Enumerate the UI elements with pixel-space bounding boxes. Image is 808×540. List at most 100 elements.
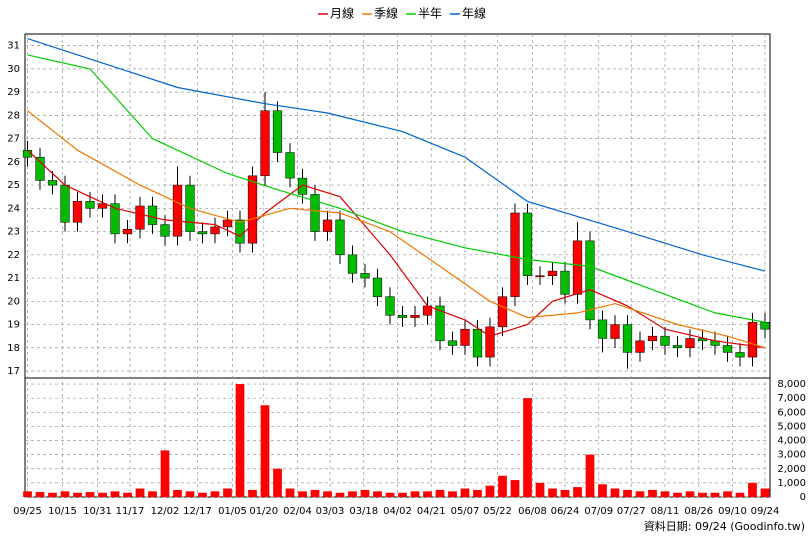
volume-bar <box>310 489 320 497</box>
volume-bar <box>273 468 282 497</box>
y-tick-label: 28 <box>7 110 20 121</box>
candle-body <box>247 175 258 244</box>
volume-bar <box>160 450 170 497</box>
candle-body <box>610 324 620 339</box>
volume-bar <box>223 488 232 497</box>
volume-bar <box>323 491 332 497</box>
candle-body <box>535 275 545 277</box>
x-tick-label: 09/24 <box>751 506 780 517</box>
volume-bar <box>623 489 632 497</box>
x-tick-label: 03/18 <box>349 506 378 517</box>
x-tick-label: 09/25 <box>13 506 42 517</box>
volume-bar <box>260 405 270 497</box>
volume-bar <box>348 491 357 497</box>
y-tick-label: 31 <box>7 41 20 52</box>
volume-bar <box>635 491 645 497</box>
volume-bar <box>735 492 745 497</box>
candle-body <box>672 345 683 349</box>
volume-bar <box>748 482 757 497</box>
volume-bar <box>473 489 482 497</box>
footnote: 資料日期: 09/24 (Goodinfo.tw) <box>644 519 805 533</box>
y-tick-label: 17 <box>7 366 20 377</box>
y-tick-label: 25 <box>7 180 20 191</box>
x-tick-label: 07/27 <box>617 506 646 517</box>
x-tick-label: 11/17 <box>116 506 145 517</box>
volume-bar <box>360 489 370 497</box>
candle-body <box>160 224 170 237</box>
volume-bar <box>760 488 770 497</box>
y-tick-label: 18 <box>7 343 20 354</box>
y-tick-label: 24 <box>7 203 20 214</box>
volume-bar <box>710 492 720 497</box>
candle-body <box>272 110 283 153</box>
candle-body <box>310 194 320 232</box>
volume-bar <box>298 491 307 497</box>
y2-tick-label: 5,000 <box>777 421 806 432</box>
volume-bar <box>410 491 420 497</box>
volume-bar <box>23 491 32 497</box>
volume-bar <box>698 492 707 497</box>
volume-bar <box>423 491 432 497</box>
volume-bar <box>60 491 70 497</box>
legend-label: 半年 <box>418 7 442 21</box>
candle-body <box>647 335 658 342</box>
volume-bar <box>648 489 657 497</box>
candle-body <box>497 296 508 328</box>
candle-body <box>60 184 70 223</box>
volume-bar <box>498 475 507 497</box>
y2-tick-label: 2,000 <box>777 464 806 475</box>
candle-body <box>72 201 83 223</box>
legend-label: 月線 <box>330 6 354 21</box>
x-tick-label: 05/22 <box>483 506 512 517</box>
legend-label: 季線 <box>374 6 398 21</box>
y-tick-label: 19 <box>7 320 20 331</box>
candle-body <box>97 203 108 209</box>
y2-tick-label: 3,000 <box>777 450 806 461</box>
candle-body <box>660 335 670 346</box>
candle-body <box>435 305 445 342</box>
volume-bar <box>398 492 407 497</box>
volume-bar <box>335 492 345 497</box>
volume-bar <box>385 492 395 497</box>
ma-line <box>27 149 766 349</box>
volume-bar <box>548 488 557 497</box>
volume-bar <box>523 398 532 497</box>
candle-body <box>135 205 145 230</box>
candle-body <box>222 219 233 228</box>
candle-body <box>510 212 520 297</box>
ma-line <box>27 110 766 349</box>
candle-body <box>260 110 270 177</box>
ma-line <box>27 54 766 323</box>
candle-body <box>122 228 133 235</box>
candle-body <box>322 219 333 232</box>
candle-body <box>47 180 58 186</box>
candle-body <box>347 254 358 274</box>
volume-bar <box>85 492 95 497</box>
candle-body <box>622 324 633 353</box>
volume-bar <box>48 492 57 497</box>
x-tick-label: 07/09 <box>584 506 613 517</box>
volume-bar <box>660 491 670 497</box>
candle-body <box>172 184 183 237</box>
candle-body <box>85 201 95 209</box>
volume-bar <box>98 492 107 497</box>
candle-body <box>522 212 533 276</box>
x-tick-label: 02/04 <box>283 506 312 517</box>
y-tick-label: 30 <box>7 64 20 75</box>
volume-bar <box>185 491 195 497</box>
candle-body <box>635 340 645 353</box>
volume-bar <box>35 492 45 497</box>
y-tick-label: 22 <box>7 250 20 261</box>
y-tick-label: 20 <box>7 296 20 307</box>
x-tick-label: 03/03 <box>316 506 345 517</box>
candle-body <box>235 219 245 244</box>
x-tick-label: 04/21 <box>417 506 446 517</box>
candle-body <box>747 321 758 358</box>
x-tick-label: 06/24 <box>551 506 580 517</box>
volume-bar <box>723 491 732 497</box>
y-tick-label: 23 <box>7 227 20 238</box>
x-tick-label: 04/02 <box>383 506 412 517</box>
volume-bar <box>610 488 620 497</box>
candle-body <box>685 338 695 349</box>
volume-bar <box>510 480 520 497</box>
